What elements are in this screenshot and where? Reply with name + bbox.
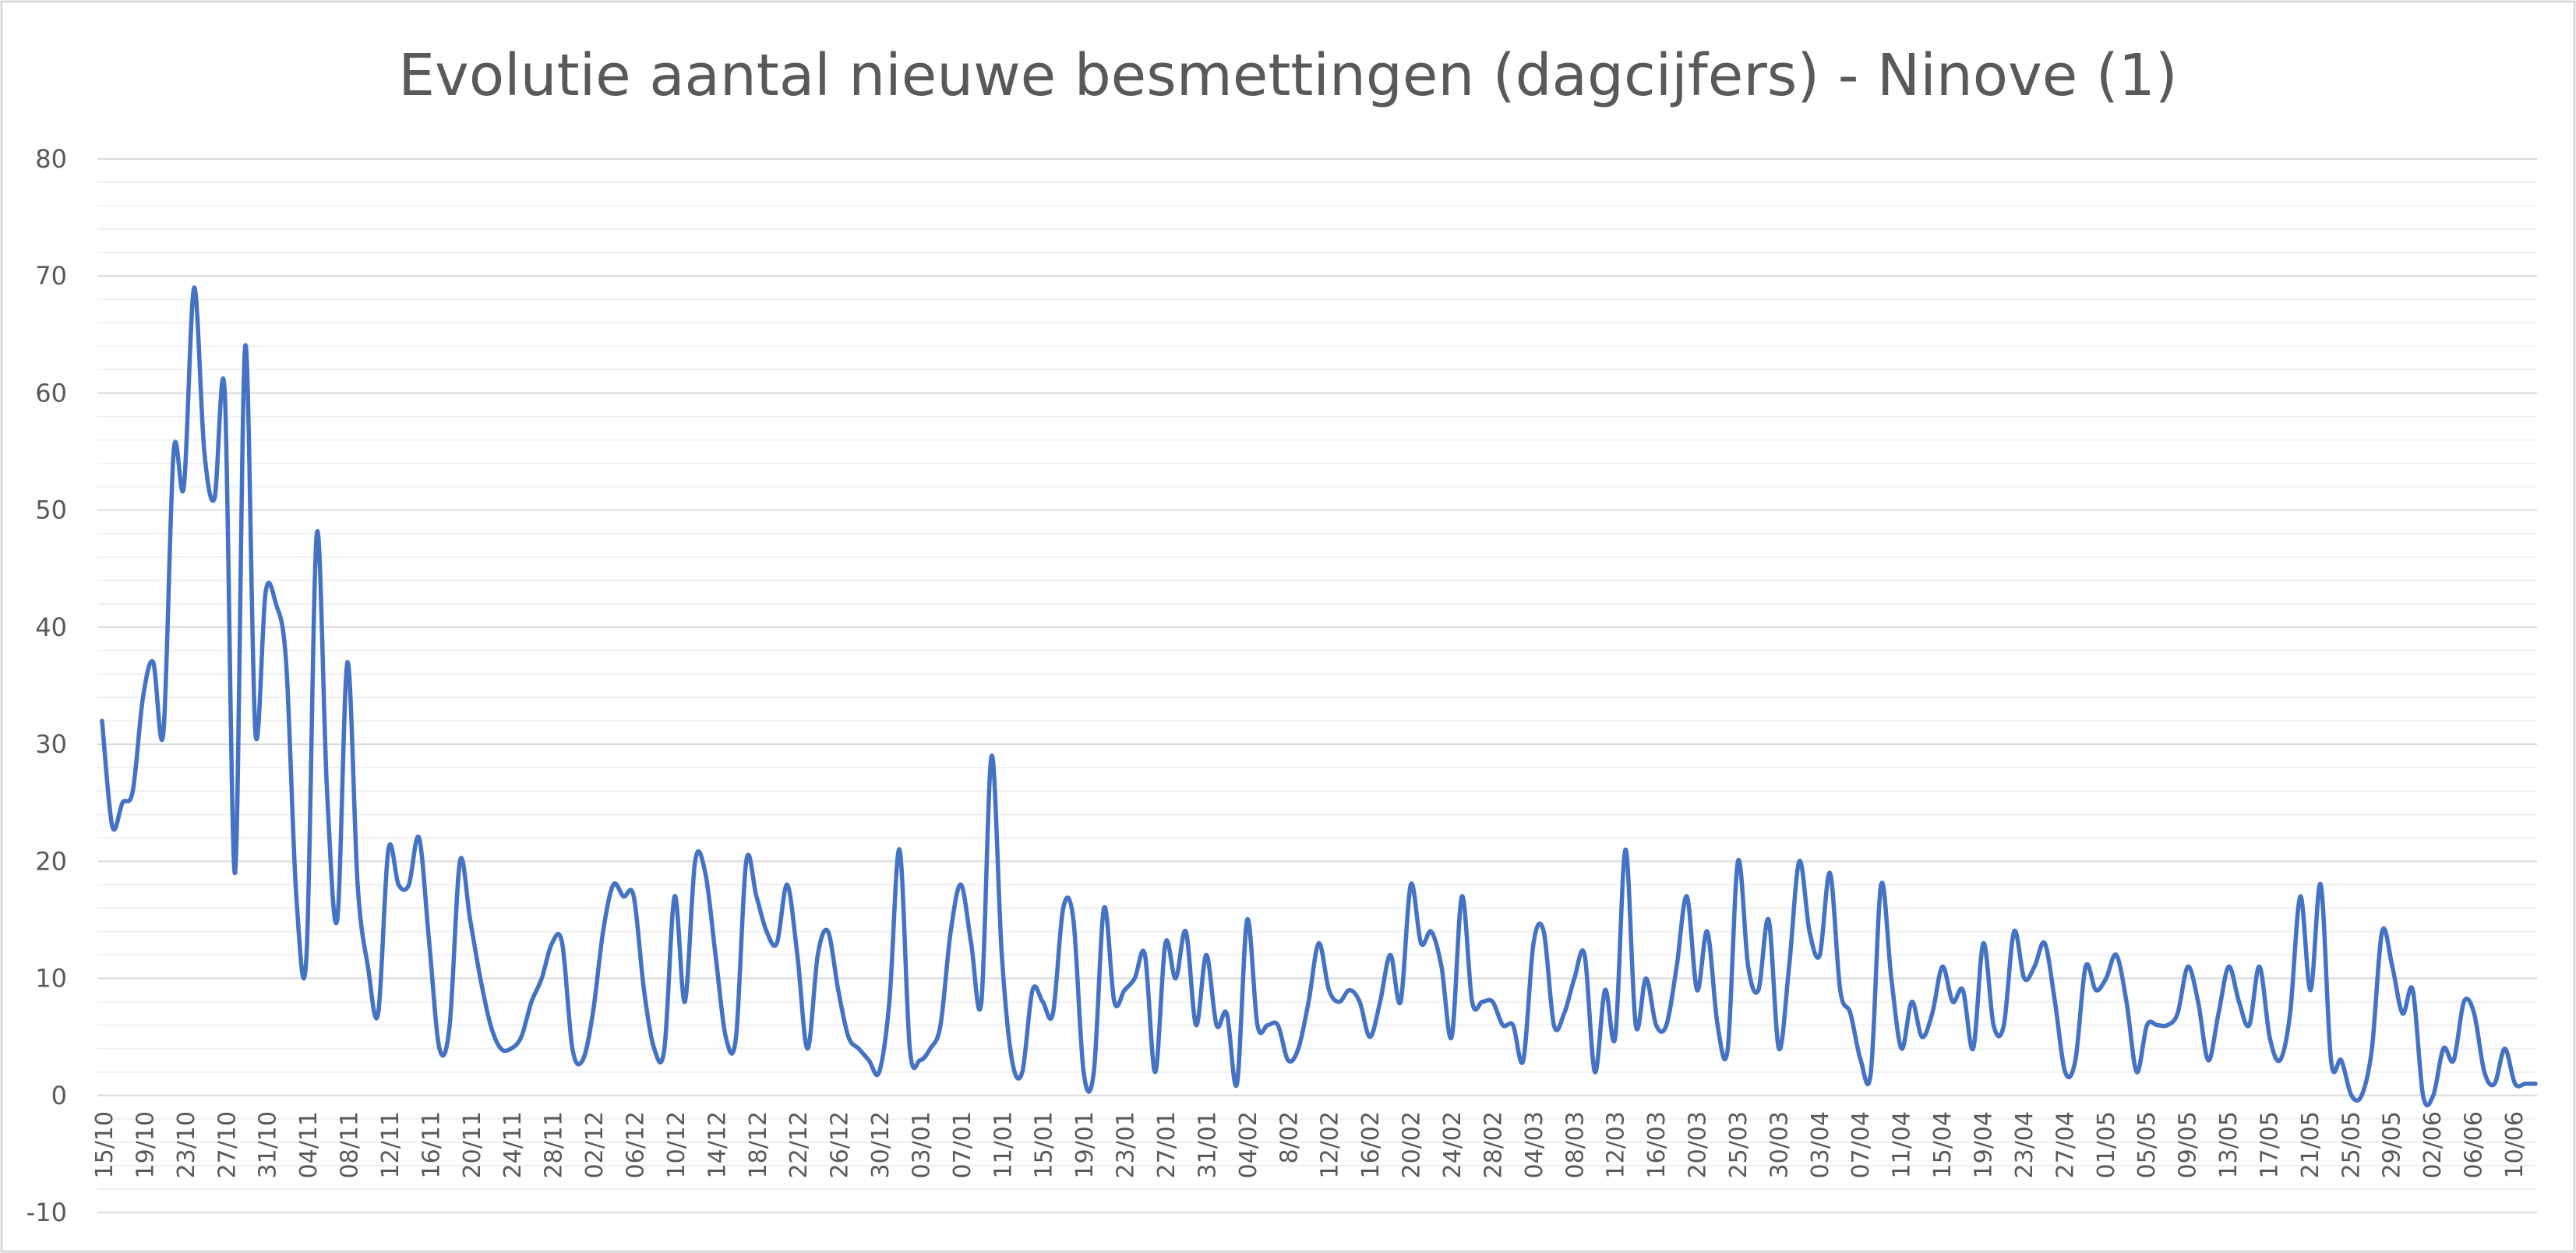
x-tick-label: 19/10 (132, 1111, 159, 1178)
y-axis-tick-labels: -10 0 10 20 30 40 50 60 70 80 (26, 144, 67, 1227)
x-tick-label: 15/10 (91, 1111, 118, 1178)
series-layer (100, 285, 2538, 1108)
y-tick-label: 60 (35, 378, 67, 408)
x-tick-label: 16/11 (418, 1111, 445, 1178)
x-tick-label: 28/11 (541, 1111, 568, 1178)
x-tick-label: 08/11 (337, 1111, 364, 1178)
x-tick-label: 04/03 (1521, 1111, 1548, 1178)
x-tick-label: 27/01 (1153, 1111, 1180, 1178)
x-tick-label: 19/01 (1071, 1111, 1099, 1178)
x-tick-label: 08/03 (1561, 1111, 1589, 1178)
x-tick-label: 31/10 (255, 1111, 282, 1178)
x-tick-label: 06/12 (623, 1111, 650, 1178)
x-tick-label: 24/11 (499, 1111, 527, 1178)
x-tick-label: 12/11 (377, 1111, 404, 1178)
x-tick-label: 02/06 (2419, 1111, 2447, 1178)
x-tick-label: 16/02 (1357, 1111, 1385, 1178)
x-tick-label: 20/11 (459, 1111, 486, 1178)
x-tick-label: 07/04 (1847, 1111, 1875, 1178)
x-tick-label: 17/05 (2256, 1111, 2283, 1178)
x-tick-label: 28/02 (1480, 1111, 1507, 1178)
x-tick-label: 24/02 (1439, 1111, 1466, 1178)
x-tick-label: 20/02 (1399, 1111, 1426, 1178)
x-tick-label: 22/12 (785, 1111, 813, 1178)
x-tick-label: 03/01 (908, 1111, 935, 1178)
x-tick-label: 16/03 (1643, 1111, 1671, 1178)
y-tick-label: 20 (35, 846, 67, 876)
y-tick-label: 50 (35, 496, 67, 525)
x-tick-label: 20/03 (1685, 1111, 1712, 1178)
x-tick-label: 18/12 (745, 1111, 772, 1178)
x-tick-label: 04/02 (1235, 1111, 1262, 1178)
x-tick-label: 14/12 (704, 1111, 731, 1178)
x-tick-label: 10/12 (663, 1111, 690, 1178)
y-tick-label: 70 (35, 261, 67, 291)
x-tick-label: 03/04 (1807, 1111, 1834, 1178)
x-tick-label: 27/10 (213, 1111, 241, 1178)
x-tick-label: 13/05 (2215, 1111, 2243, 1178)
x-tick-label: 23/10 (173, 1111, 200, 1178)
x-tick-label: 15/01 (1031, 1111, 1058, 1178)
x-axis-tick-labels: 15/10 19/10 23/10 27/10 31/10 04/11 08/11 12/11… (91, 1111, 2528, 1178)
x-tick-label: 06/06 (2461, 1111, 2488, 1178)
x-tick-label: 05/05 (2133, 1111, 2161, 1178)
x-tick-label: 19/04 (1970, 1111, 1997, 1178)
x-tick-label: 26/12 (827, 1111, 854, 1178)
y-tick-label: 0 (51, 1081, 67, 1110)
x-tick-label: 15/04 (1929, 1111, 1957, 1178)
x-tick-label: 30/12 (867, 1111, 895, 1178)
y-tick-label: 40 (35, 612, 67, 642)
series-line (100, 285, 2538, 1108)
y-tick-label: 10 (35, 964, 67, 994)
x-tick-label: 31/01 (1194, 1111, 1221, 1178)
x-tick-label: 04/11 (295, 1111, 323, 1178)
x-tick-label: 23/04 (2011, 1111, 2038, 1178)
x-tick-label: 11/04 (1889, 1111, 1916, 1178)
x-tick-label: 12/02 (1317, 1111, 1344, 1178)
y-tick-label: 80 (35, 144, 67, 174)
x-tick-label: 25/03 (1725, 1111, 1752, 1178)
x-tick-label: 29/05 (2379, 1111, 2406, 1178)
x-tick-label: 07/01 (949, 1111, 976, 1178)
x-tick-label: 01/05 (2093, 1111, 2120, 1178)
x-tick-label: 10/06 (2501, 1111, 2528, 1178)
x-tick-label: 02/12 (581, 1111, 609, 1178)
x-tick-label: 21/05 (2297, 1111, 2324, 1178)
x-tick-label: 23/01 (1113, 1111, 1140, 1178)
chart-title: Evolutie aantal nieuwe besmettingen (dag… (398, 42, 2177, 109)
x-tick-label: 8/02 (1276, 1111, 1303, 1163)
x-tick-label: 30/03 (1766, 1111, 1793, 1178)
x-tick-label: 27/04 (2052, 1111, 2079, 1178)
y-tick-label: 30 (35, 729, 67, 759)
y-tick-label: -10 (26, 1198, 67, 1227)
x-tick-label: 11/01 (990, 1111, 1017, 1178)
x-tick-label: 25/05 (2338, 1111, 2365, 1178)
x-tick-label: 12/03 (1603, 1111, 1630, 1178)
x-tick-label: 09/05 (2175, 1111, 2202, 1178)
